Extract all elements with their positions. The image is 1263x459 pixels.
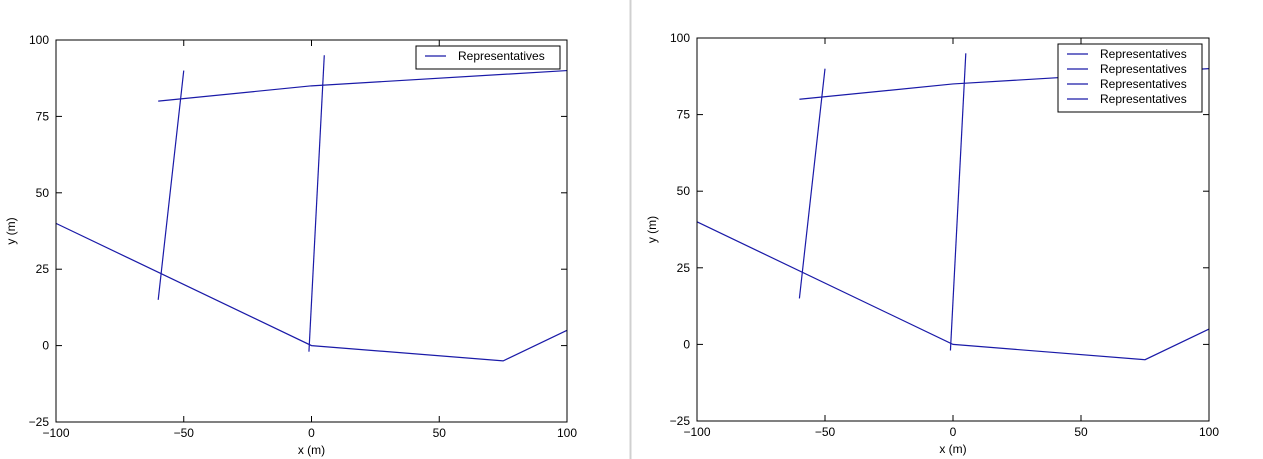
- legend-entry: Representatives: [1100, 47, 1187, 61]
- y-tick-label: 100: [29, 33, 49, 47]
- series-line-1: [158, 69, 568, 102]
- x-tick-label: −50: [815, 425, 836, 439]
- x-tick-label: −100: [683, 425, 710, 439]
- y-tick-label: 0: [683, 337, 690, 351]
- right-chart: −100 −50 0 50 100 −25 0 25 50 75 100 x (m) y (m) Repr…: [645, 31, 1219, 456]
- y-tick-label: 0: [42, 339, 49, 353]
- legend-entry: Representatives: [1100, 92, 1187, 106]
- x-tick-label: −100: [42, 426, 69, 440]
- x-tick-label: 100: [1199, 425, 1219, 439]
- y-tick-label: 50: [677, 184, 691, 198]
- y-tick-label: 25: [36, 262, 50, 276]
- left-chart: −100 −50 0 50 100 −25 0 25 50 75 100 x (m) y (m) Repr…: [4, 33, 577, 457]
- plot-frame: [55, 39, 568, 423]
- series-line-3: [308, 55, 325, 352]
- x-tick-label: 100: [557, 426, 577, 440]
- legend-box: [1057, 43, 1203, 113]
- x-axis-label: x (m): [298, 443, 325, 457]
- legend-entry: Representatives: [1100, 77, 1187, 91]
- x-axis-label: x (m): [939, 442, 966, 456]
- y-tick-label: −25: [670, 414, 691, 428]
- series-line-3: [949, 53, 967, 351]
- y-axis-label: y (m): [4, 217, 18, 244]
- legend-box: [415, 45, 561, 70]
- series-line-0: [55, 222, 568, 362]
- x-tick-label: 50: [433, 426, 447, 440]
- y-tick-label: 50: [36, 186, 50, 200]
- legend: Representatives: [415, 45, 561, 70]
- y-tick-label: 75: [677, 108, 691, 122]
- x-tick-label: 0: [950, 425, 957, 439]
- x-tick-label: 0: [308, 426, 315, 440]
- y-tick-label: −25: [29, 415, 50, 429]
- legend-entry: Representatives: [1100, 62, 1187, 76]
- series-line-0: [696, 221, 1210, 361]
- legend-entry: Representatives: [458, 49, 545, 63]
- series-line-2: [798, 68, 826, 299]
- x-tick-label: −50: [174, 426, 195, 440]
- legend: RepresentativesRepresentativesRepresenta…: [1057, 43, 1203, 113]
- y-tick-label: 75: [36, 109, 50, 123]
- y-axis-label: y (m): [645, 216, 659, 243]
- x-tick-label: 50: [1074, 425, 1088, 439]
- y-tick-label: 25: [677, 261, 691, 275]
- series-line-2: [157, 70, 185, 300]
- y-tick-label: 100: [670, 31, 690, 45]
